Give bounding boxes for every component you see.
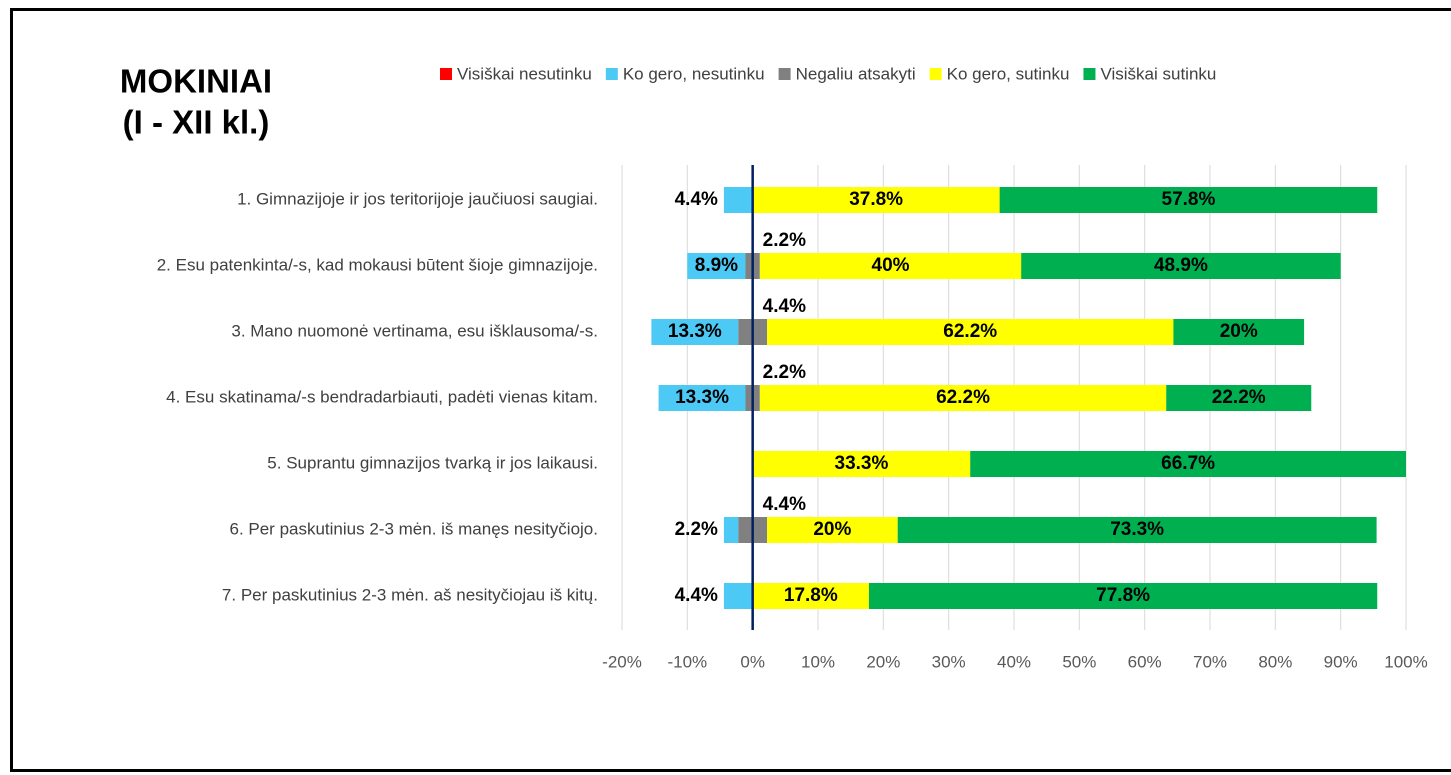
- bar: [723, 187, 753, 213]
- y-tick-label: 3. Mano nuomonė vertinama, esu išklausom…: [231, 321, 598, 340]
- data-label: 4.4%: [675, 585, 718, 606]
- data-label: 62.2%: [943, 321, 997, 342]
- x-tick-label: 0%: [740, 652, 765, 671]
- data-label: 37.8%: [849, 189, 903, 210]
- data-label: 17.8%: [784, 585, 838, 606]
- chart-title: MOKINIAI: [120, 63, 272, 100]
- bar: [723, 517, 739, 543]
- bar: [723, 583, 753, 609]
- bar: [752, 451, 971, 477]
- data-label: 66.7%: [1161, 453, 1215, 474]
- legend-swatch: [778, 68, 791, 80]
- y-tick-label: 6. Per paskutinius 2-3 mėn. iš manęs nes…: [229, 519, 598, 538]
- bar: [759, 253, 1022, 279]
- bar: [687, 253, 746, 279]
- x-tick-label: 20%: [866, 652, 900, 671]
- y-tick-label: 7. Per paskutinius 2-3 mėn. aš nesityčio…: [222, 585, 598, 604]
- legend-label: Visiškai sutinku: [1100, 64, 1216, 83]
- bar: [868, 583, 1378, 609]
- bar: [767, 517, 898, 543]
- x-tick-label: 30%: [932, 652, 966, 671]
- data-label: 2.2%: [675, 519, 718, 540]
- data-label: 13.3%: [675, 387, 729, 408]
- x-tick-label: 70%: [1193, 652, 1227, 671]
- x-tick-label: -20%: [602, 652, 642, 671]
- bar: [658, 385, 746, 411]
- bar: [1173, 319, 1305, 345]
- x-tick-label: 80%: [1258, 652, 1292, 671]
- legend-swatch: [440, 68, 452, 80]
- bar: [752, 583, 869, 609]
- legend-label: Ko gero, nesutinku: [623, 64, 765, 83]
- bar: [651, 319, 739, 345]
- x-tick-label: 40%: [997, 652, 1031, 671]
- legend-label: Negaliu atsakyti: [796, 64, 916, 83]
- data-label: 48.9%: [1154, 255, 1208, 276]
- y-tick-label: 2. Esu patenkinta/-s, kad mokausi būtent…: [157, 255, 598, 274]
- legend-label: Ko gero, sutinku: [947, 64, 1070, 83]
- bar: [752, 187, 1000, 213]
- chart-title: (I - XII kl.): [123, 104, 270, 141]
- x-tick-label: 90%: [1324, 652, 1358, 671]
- data-label: 20%: [1220, 321, 1258, 342]
- data-label: 2.2%: [763, 230, 806, 251]
- x-tick-label: 50%: [1062, 652, 1096, 671]
- legend-swatch: [1083, 68, 1096, 80]
- data-label: 4.4%: [675, 189, 718, 210]
- frame: [10, 8, 1451, 772]
- data-label: 13.3%: [668, 321, 722, 342]
- bar: [970, 451, 1406, 477]
- x-tick-label: 10%: [801, 652, 835, 671]
- y-tick-label: 4. Esu skatinama/-s bendradarbiauti, pad…: [166, 387, 598, 406]
- data-label: 2.2%: [763, 362, 806, 383]
- data-label: 77.8%: [1096, 585, 1150, 606]
- data-label: 73.3%: [1110, 519, 1164, 540]
- bar: [999, 187, 1378, 213]
- data-label: 8.9%: [695, 255, 738, 276]
- bar: [897, 517, 1377, 543]
- y-tick-label: 5. Suprantu gimnazijos tvarką ir jos lai…: [267, 453, 598, 472]
- bar: [759, 385, 1167, 411]
- legend-swatch: [929, 68, 942, 80]
- bar: [1166, 385, 1312, 411]
- bar: [767, 319, 1174, 345]
- y-tick-label: 1. Gimnazijoje ir jos teritorijoje jauči…: [237, 189, 598, 208]
- bar: [1021, 253, 1341, 279]
- data-label: 40%: [872, 255, 910, 276]
- data-label: 4.4%: [763, 296, 806, 317]
- x-tick-label: -10%: [667, 652, 707, 671]
- data-label: 20%: [813, 519, 851, 540]
- legend-swatch: [605, 68, 618, 80]
- data-label: 57.8%: [1162, 189, 1216, 210]
- data-label: 4.4%: [763, 494, 806, 515]
- x-tick-label: 100%: [1384, 652, 1427, 671]
- data-label: 62.2%: [936, 387, 990, 408]
- data-label: 22.2%: [1212, 387, 1266, 408]
- legend-label: Visiškai nesutinku: [457, 64, 592, 83]
- x-tick-label: 60%: [1128, 652, 1162, 671]
- data-label: 33.3%: [835, 453, 889, 474]
